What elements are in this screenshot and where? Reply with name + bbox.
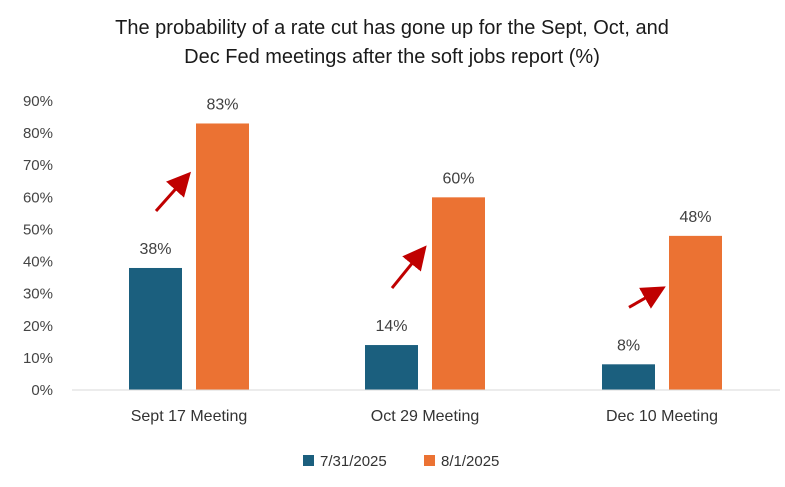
data-label: 60% (442, 170, 474, 187)
data-label: 14% (375, 318, 407, 335)
bar-series-1-2 (365, 345, 418, 390)
y-tick-label: 70% (23, 157, 53, 174)
increase-arrow (628, 286, 666, 309)
y-axis: 0% 10% 20% 30% 40% 50% 60% 70% 80% 90% (23, 93, 53, 399)
y-tick-label: 30% (23, 286, 53, 303)
legend-swatch (303, 455, 314, 466)
bar-series-1-3 (602, 364, 655, 390)
y-tick-label: 40% (23, 254, 53, 271)
data-label: 83% (206, 96, 238, 113)
bar-series-2-3 (669, 235, 722, 390)
y-tick-label: 60% (23, 189, 53, 206)
bars: 38% 83% 14% 60% 8% 48% (129, 96, 722, 390)
x-tick-label: Oct 29 Meeting (371, 408, 480, 425)
legend-swatch (424, 455, 435, 466)
y-tick-label: 50% (23, 221, 53, 238)
bar-series-2-1 (196, 123, 249, 390)
increase-arrows (154, 171, 666, 309)
x-tick-label: Dec 10 Meeting (606, 408, 718, 425)
y-tick-label: 0% (31, 382, 53, 399)
bar-series-1-1 (129, 267, 182, 390)
data-label: 38% (139, 241, 171, 258)
chart-title-line-1: The probability of a rate cut has gone u… (115, 17, 669, 39)
y-tick-label: 80% (23, 125, 53, 142)
x-axis: Sept 17 Meeting Oct 29 Meeting Dec 10 Meet… (131, 408, 718, 425)
y-tick-label: 90% (23, 93, 53, 110)
legend-label: 8/1/2025 (441, 453, 499, 470)
data-label: 48% (679, 209, 711, 226)
x-tick-label: Sept 17 Meeting (131, 408, 248, 425)
bar-series-2-2 (432, 197, 485, 390)
legend: 7/31/2025 8/1/2025 (303, 453, 499, 470)
y-tick-label: 20% (23, 318, 53, 335)
increase-arrow (154, 171, 191, 212)
chart-title-line-2: Dec Fed meetings after the soft jobs rep… (184, 46, 600, 68)
legend-label: 7/31/2025 (320, 453, 387, 470)
increase-arrow (390, 245, 427, 289)
y-tick-label: 10% (23, 350, 53, 367)
data-label: 8% (617, 337, 640, 354)
